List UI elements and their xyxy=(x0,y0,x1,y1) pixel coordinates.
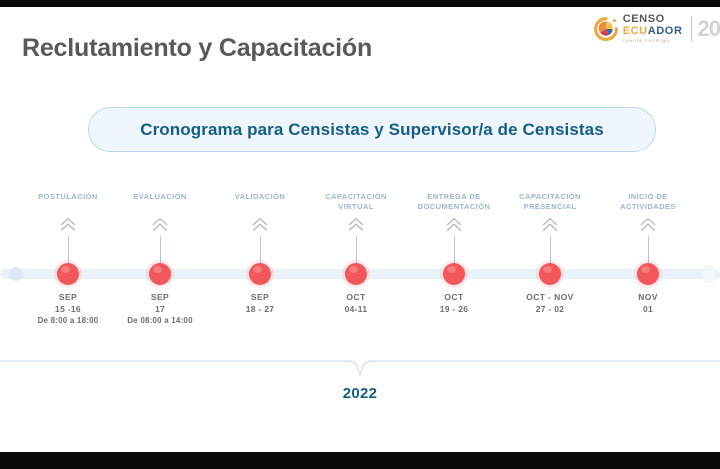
letterbox-top xyxy=(0,0,720,7)
chevron-up-icon xyxy=(490,216,610,238)
milestone-days: 18 - 27 xyxy=(245,304,275,314)
chevron-up-icon xyxy=(394,216,514,238)
milestone-dates: NOV 01 xyxy=(588,292,708,314)
logo-tagline: cuenta conmigo xyxy=(622,38,670,44)
milestone-days: 15 -16 xyxy=(55,304,81,314)
milestone-dot-icon[interactable] xyxy=(249,263,271,285)
timeline: POSTULACIÓN SEP 15 -16 De 8:00 a 18:00 EVALU… xyxy=(0,192,720,342)
milestone-connector xyxy=(67,236,69,272)
timeline-end-cap xyxy=(703,265,715,283)
milestone-connector xyxy=(355,236,357,272)
chevron-up-icon xyxy=(588,216,708,238)
milestone-dates: SEP 15 -16 De 8:00 a 18:00 xyxy=(8,292,128,325)
chevron-up-icon xyxy=(200,216,320,238)
chevron-up-icon xyxy=(296,216,416,238)
milestone-days: 01 xyxy=(642,304,654,314)
milestone-connector xyxy=(453,236,455,272)
logo-wordmark: CENSO ECUADOR cuenta conmigo xyxy=(623,14,683,44)
milestone-month: SEP xyxy=(58,292,78,302)
milestone-month: SEP xyxy=(250,292,270,302)
milestone-connector xyxy=(259,236,261,272)
milestone-dot-icon[interactable] xyxy=(57,263,79,285)
milestone-dates: SEP 18 - 27 xyxy=(200,292,320,314)
milestone-month: OCT xyxy=(444,292,464,302)
milestone-connector xyxy=(549,236,551,272)
year-bracket xyxy=(0,359,720,377)
milestone-dot-icon[interactable] xyxy=(345,263,367,285)
milestone-dot-icon[interactable] xyxy=(539,263,561,285)
timeline-start-dot-icon xyxy=(9,267,23,281)
logo-divider xyxy=(690,16,692,42)
milestone-dates: SEP 17 De 08:00 a 14:00 xyxy=(100,292,220,325)
milestone-label: VALIDACIÓN xyxy=(234,192,286,201)
milestone-dates: OCT 19 - 26 xyxy=(394,292,514,314)
milestone-label: CAPACITACIÓN PRESENCIAL xyxy=(519,192,581,212)
census-circle-icon xyxy=(593,16,619,42)
milestone-month: OCT - NOV xyxy=(526,292,574,302)
page-title: Reclutamiento y Capacitación xyxy=(22,34,373,62)
logo-ecuador-text: ECUADOR xyxy=(623,26,683,37)
milestone-label: POSTULACIÓN xyxy=(38,192,98,201)
logo-year-text: 20 xyxy=(697,16,720,41)
milestone-days: 17 xyxy=(154,304,166,314)
milestone-label: EVALUACIÓN xyxy=(133,192,187,201)
milestone-connector xyxy=(159,236,161,272)
timeline-milestone[interactable]: POSTULACIÓN SEP 15 -16 De 8:00 a 18:00 xyxy=(8,192,128,325)
slide-canvas: Reclutamiento y Capacitación CENSO ECUAD… xyxy=(0,7,720,452)
milestone-days: 19 - 26 xyxy=(439,304,469,314)
timeline-milestone[interactable]: INICIO DE ACTIVIDADES NOV 01 xyxy=(588,192,708,314)
milestone-dot-icon[interactable] xyxy=(149,263,171,285)
chevron-up-icon xyxy=(8,216,128,238)
logo-ador-text: ADOR xyxy=(647,25,683,38)
timeline-milestone[interactable]: VALIDACIÓN SEP 18 - 27 xyxy=(200,192,320,314)
milestone-hours: De 8:00 a 18:00 xyxy=(37,316,99,325)
milestone-dot-icon[interactable] xyxy=(443,263,465,285)
timeline-milestone[interactable]: EVALUACIÓN SEP 17 De 08:00 a 14:00 xyxy=(100,192,220,325)
timeline-milestone[interactable]: CAPACITACIÓN PRESENCIAL OCT - NOV 27 - 02 xyxy=(490,192,610,314)
logo-censo-text: CENSO xyxy=(622,13,665,26)
milestone-hours: De 08:00 a 14:00 xyxy=(127,316,193,325)
censo-ecuador-logo: CENSO ECUADOR cuenta conmigo 20 xyxy=(593,12,720,46)
milestone-month: OCT xyxy=(346,292,366,302)
timeline-milestone[interactable]: ENTREGA DE DOCUMENTACIÓN OCT 19 - 26 xyxy=(394,192,514,314)
milestone-connector xyxy=(647,236,649,272)
milestone-dot-icon[interactable] xyxy=(637,263,659,285)
timeline-milestone[interactable]: CAPACITACIÓN VIRTUAL OCT 04-11 xyxy=(296,192,416,314)
subtitle-banner-text: Cronograma para Censistas y Supervisor/a… xyxy=(140,119,604,139)
logo-ecu-text: ECU xyxy=(622,25,648,38)
milestone-label: INICIO DE ACTIVIDADES xyxy=(620,192,676,212)
milestone-label: CAPACITACIÓN VIRTUAL xyxy=(325,192,387,212)
chevron-up-icon xyxy=(100,216,220,238)
letterbox-bottom xyxy=(0,452,720,469)
milestone-month: SEP xyxy=(150,292,170,302)
milestone-days: 27 - 02 xyxy=(535,304,565,314)
milestone-dates: OCT 04-11 xyxy=(296,292,416,314)
milestone-dates: OCT - NOV 27 - 02 xyxy=(490,292,610,314)
milestone-month: NOV xyxy=(638,292,658,302)
timeline-year-label: 2022 xyxy=(342,385,378,402)
milestone-label: ENTREGA DE DOCUMENTACIÓN xyxy=(417,192,491,212)
subtitle-banner: Cronograma para Censistas y Supervisor/a… xyxy=(88,107,656,152)
milestone-days: 04-11 xyxy=(344,304,368,314)
